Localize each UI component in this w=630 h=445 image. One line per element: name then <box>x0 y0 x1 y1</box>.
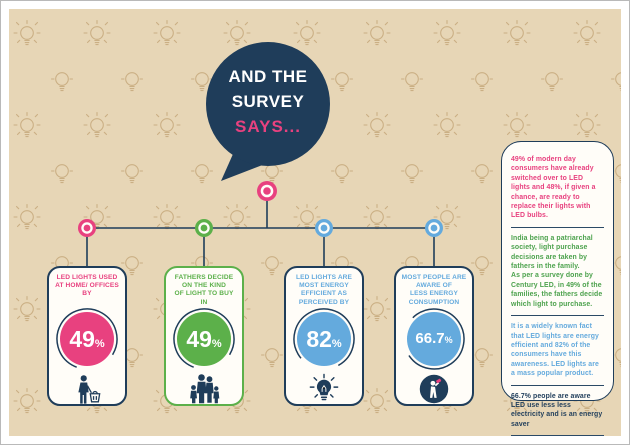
summary-paragraph-consumers: 49% of modern day consumers have already… <box>511 156 596 220</box>
card-caption: OF FAMILIES <box>181 405 227 406</box>
stat-circle-49-families: 49% <box>172 307 236 371</box>
stat-card-awareness: MOST PEOPLE ARE AWARE OF LESS ENERGY CON… <box>394 266 474 406</box>
branch-ring-green <box>195 219 213 237</box>
summary-paragraph-efficiency: It is a widely known fact that LED light… <box>511 323 599 378</box>
branch-ring-blue-2 <box>425 219 443 237</box>
divider <box>511 384 604 386</box>
title-line-1: AND THE <box>228 67 308 86</box>
percent-sign: % <box>211 338 222 350</box>
summary-panel: 49% of modern day consumers have already… <box>501 141 614 436</box>
percent-sign: % <box>331 338 342 350</box>
stat-circle-66-7: 66.7% <box>402 307 466 371</box>
summary-paragraph-awareness: 66.7% people are aware LED use less less… <box>511 392 603 428</box>
branch-ring-pink <box>78 219 96 237</box>
divider <box>511 226 604 228</box>
card-heading: LED LIGHTS ARE MOST ENERGY EFFICIENT AS … <box>295 274 353 306</box>
divider <box>511 435 604 436</box>
title: AND THE SURVEY SAYS... <box>206 64 330 139</box>
stat-value: 49 <box>69 326 95 352</box>
divider <box>511 315 604 317</box>
stat-circle-49-consumers: 49% <box>55 307 119 371</box>
bubble-anchor-ring-pink <box>257 181 277 201</box>
glowing-bulb-icon <box>309 373 339 401</box>
percent-sign: % <box>94 338 105 350</box>
stat-value: 82 <box>306 326 332 352</box>
card-heading: MOST PEOPLE ARE AWARE OF LESS ENERGY CON… <box>401 274 467 306</box>
branch-ring-blue-1 <box>315 219 333 237</box>
stat-value: 66.7 <box>415 330 445 347</box>
stat-value: 49 <box>186 326 212 352</box>
title-line-3: SAYS... <box>235 117 301 136</box>
card-heading: FATHERS DECIDE ON THE KIND OF LIGHT TO B… <box>174 274 234 306</box>
stat-card-consumers: LED LIGHTS USED AT HOME/ OFFICES BY 49% <box>47 266 127 406</box>
card-caption: CONSUMERS <box>64 405 111 406</box>
card-heading: LED LIGHTS USED AT HOME/ OFFICES BY <box>55 274 119 298</box>
family-icon <box>190 374 220 404</box>
stat-circle-82: 82% <box>292 307 356 371</box>
title-line-2: SURVEY <box>231 92 305 111</box>
connector-tree <box>78 42 443 267</box>
stat-card-families: FATHERS DECIDE ON THE KIND OF LIGHT TO B… <box>164 266 244 406</box>
speech-bubble <box>206 42 330 181</box>
infographic-canvas: AND THE SURVEY SAYS... LED LIGHTS USED A… <box>9 9 621 436</box>
stat-card-energy-efficient: LED LIGHTS ARE MOST ENERGY EFFICIENT AS … <box>284 266 364 406</box>
percent-sign: % <box>444 335 453 345</box>
summary-paragraph-fathers: India being a patriarchal society, light… <box>511 234 603 308</box>
shopper-basket-icon <box>78 374 101 404</box>
observer-binoculars-icon <box>419 374 449 404</box>
